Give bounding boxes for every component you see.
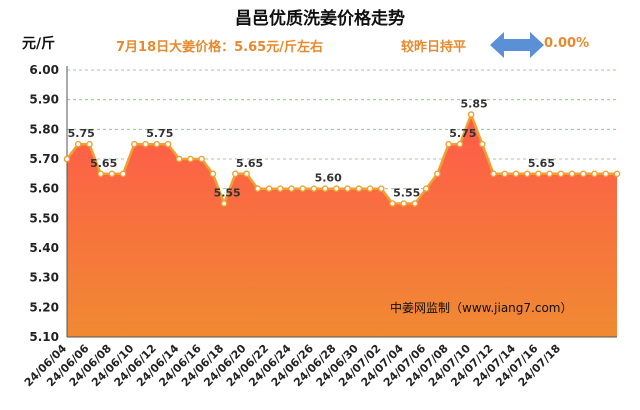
data-point [344,185,351,192]
data-point [333,185,340,192]
y-tick-label: 5.80 [29,122,59,136]
y-unit-label: 元/斤 [22,36,56,52]
data-point [602,170,610,178]
data-point [355,185,363,192]
data-label: 5.75 [449,127,476,140]
data-point [422,185,430,192]
data-point [119,170,127,178]
price-summary: 7月18日大姜价格：5.65元/斤左右 [116,40,323,55]
area-fill [67,114,617,337]
data-point [591,170,598,178]
data-point [321,185,329,192]
data-point [276,185,284,192]
y-tick-label: 5.10 [29,330,59,344]
data-point [512,170,520,178]
data-point [299,185,307,192]
compare-value: 0.00% [544,36,590,51]
data-label: 5.65 [236,157,263,170]
data-label: 5.75 [146,127,173,140]
data-point [490,170,497,178]
data-point [265,185,273,192]
data-label: 5.65 [90,157,117,170]
data-point [535,170,542,178]
data-point [377,185,385,192]
data-label: 5.85 [461,98,488,111]
y-tick-label: 5.40 [29,241,59,255]
source-credit: 中姜网监制（www.jiang7.com） [390,300,572,315]
data-point [63,155,71,163]
double-arrow-icon [490,30,544,64]
data-point [86,140,93,148]
y-tick-label: 5.20 [29,300,59,314]
data-point [74,140,82,148]
data-point [580,170,587,178]
chart-title: 昌邑优质洗姜价格走势 [235,9,405,29]
data-point [220,200,228,207]
y-tick-label: 5.70 [29,152,59,166]
y-tick-label: 5.50 [29,211,59,225]
data-point [523,170,531,178]
data-label: 5.55 [214,187,241,200]
data-point [613,170,621,178]
data-point [153,140,161,148]
data-point [310,185,318,192]
data-point [175,155,183,163]
data-point [411,200,419,207]
data-point [142,140,149,148]
data-point [232,170,239,178]
data-label: 5.75 [68,127,95,140]
y-tick-label: 5.30 [29,271,59,285]
data-point [288,185,295,192]
data-point [501,170,509,178]
data-point [254,185,262,192]
data-point [198,155,205,163]
y-tick-label: 5.90 [29,93,59,107]
data-point [557,170,565,178]
data-point [366,185,374,192]
data-point [445,140,452,148]
compare-label: 较昨日持平 [401,40,467,55]
data-point [546,170,553,178]
data-label: 5.60 [315,172,342,185]
data-label: 5.65 [528,157,555,170]
data-point [243,170,250,178]
data-point [97,170,104,178]
data-point [187,155,194,163]
data-point [389,200,396,207]
data-point [131,140,138,148]
data-point [434,170,441,178]
data-point [164,140,172,148]
data-point [456,140,464,148]
data-point [479,140,486,148]
data-point [400,200,408,207]
data-point [108,170,116,178]
data-point [467,111,475,118]
data-label: 5.55 [393,187,420,200]
y-tick-label: 6.00 [29,63,59,77]
data-point [209,170,217,178]
y-tick-label: 5.60 [29,182,59,196]
data-point [568,170,576,178]
